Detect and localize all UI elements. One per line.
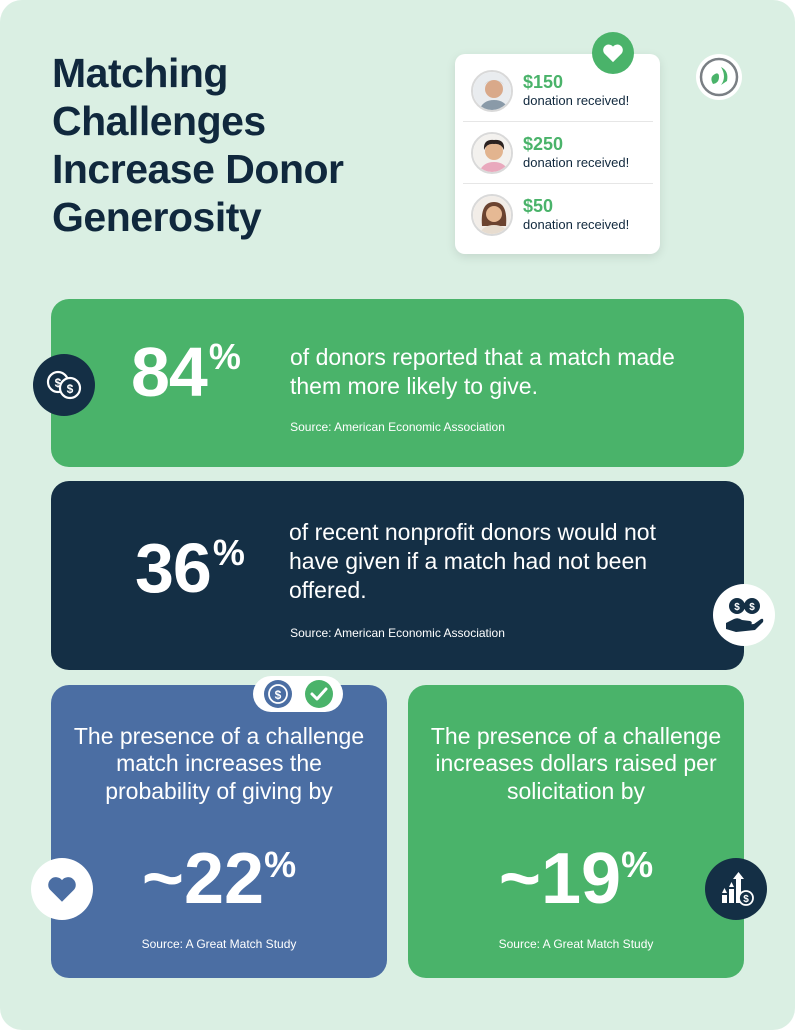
- stat-value: ~22%: [141, 839, 297, 919]
- stat-card-84: 84% of donors reported that a match made…: [51, 299, 744, 467]
- heart-icon: [31, 858, 93, 920]
- stat-card-19: The presence of a challenge increases do…: [408, 685, 744, 978]
- hand-money-icon: $ $: [713, 584, 775, 646]
- title-line: Generosity: [52, 193, 262, 240]
- stat-source: Source: A Great Match Study: [141, 937, 297, 951]
- stat-description: of donors reported that a match made the…: [290, 344, 675, 399]
- donation-card: $150 donation received! $250 donation re…: [455, 54, 660, 254]
- donation-amount: $150: [523, 71, 564, 92]
- heart-icon: [592, 32, 634, 74]
- svg-text:$: $: [743, 894, 749, 905]
- stat-description: The presence of a challenge match increa…: [73, 723, 365, 804]
- percent-sign: %: [208, 336, 241, 377]
- svg-text:$: $: [749, 602, 755, 613]
- title-line: Increase Donor: [52, 145, 344, 192]
- donation-amount: $250: [523, 133, 564, 154]
- donation-item: $250 donation received!: [463, 122, 653, 184]
- stat-source: Source: American Economic Association: [290, 420, 505, 434]
- check-icon: [304, 680, 333, 708]
- svg-text:$: $: [67, 382, 74, 396]
- donation-item: $150 donation received!: [463, 60, 653, 122]
- avatar: [471, 69, 513, 112]
- dollar-icon: $: [263, 680, 292, 708]
- page-title: Matching Challenges Increase Donor Gener…: [52, 50, 412, 242]
- percent-sign: %: [621, 844, 654, 885]
- percent-sign: %: [212, 532, 245, 573]
- svg-text:$: $: [274, 688, 281, 702]
- svg-text:$: $: [734, 602, 740, 613]
- title-line: Matching: [52, 50, 228, 96]
- logo-icon: [696, 54, 742, 100]
- stat-value: 84%: [131, 333, 241, 411]
- donation-amount: $50: [523, 196, 554, 217]
- coins-icon: $ $: [33, 354, 95, 416]
- stat-description: The presence of a challenge increases do…: [430, 723, 722, 804]
- svg-text:$: $: [55, 376, 62, 390]
- growth-chart-icon: $: [705, 858, 767, 920]
- stat-card-22: The presence of a challenge match increa…: [51, 685, 387, 978]
- avatar: [471, 131, 513, 174]
- donation-item: $50 donation received!: [463, 184, 653, 246]
- stat-card-36: 36% of recent nonprofit donors would not…: [51, 481, 744, 670]
- stat-value: ~19%: [498, 839, 654, 919]
- stat-source: Source: A Great Match Study: [498, 937, 654, 951]
- stat-description: of recent nonprofit donors would not hav…: [289, 519, 656, 603]
- title-line: Challenges: [52, 97, 266, 144]
- percent-sign: %: [264, 844, 297, 885]
- donation-label: donation received!: [523, 92, 630, 108]
- stat-source: Source: American Economic Association: [290, 626, 505, 640]
- dollar-check-icon: $: [253, 676, 343, 712]
- avatar: [471, 194, 513, 236]
- stat-value: 36%: [135, 529, 245, 607]
- donation-label: donation received!: [523, 154, 630, 170]
- donation-label: donation received!: [523, 217, 630, 233]
